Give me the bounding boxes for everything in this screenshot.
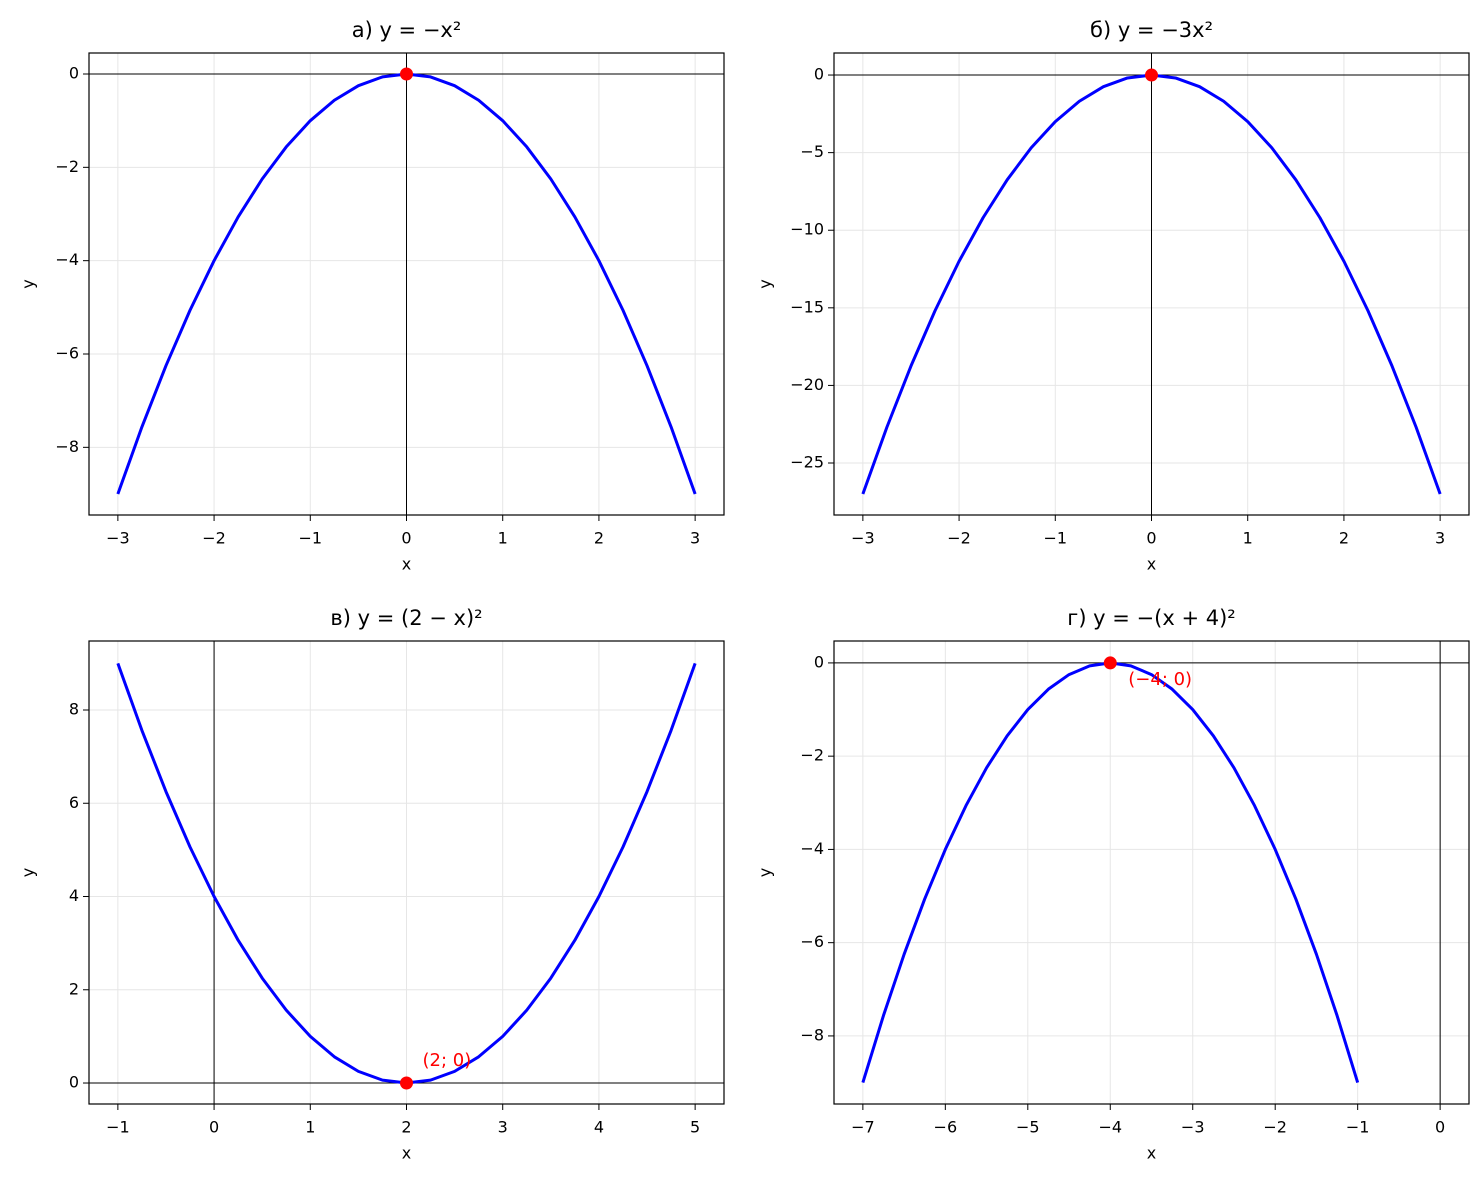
y-tick-label: 0 <box>69 64 79 83</box>
x-tick-label: 2 <box>594 529 604 548</box>
plot-frame <box>88 52 725 516</box>
plot-frame <box>88 640 725 1105</box>
y-tick-label: −4 <box>800 839 824 858</box>
x-tick-label: 2 <box>1339 529 1349 548</box>
x-axis-label: x <box>402 1144 411 1163</box>
y-tick-label: 2 <box>69 979 79 998</box>
x-tick-label: 3 <box>498 1118 508 1137</box>
y-axis-label: y <box>19 868 38 877</box>
x-tick-label: 1 <box>498 529 508 548</box>
x-axis-label: x <box>1147 1144 1156 1163</box>
x-axis-label: x <box>402 555 411 574</box>
x-tick-label: −2 <box>1263 1118 1287 1137</box>
x-tick-label: −3 <box>1181 1118 1205 1137</box>
y-tick-label: −2 <box>55 157 79 176</box>
y-tick-label: −10 <box>790 220 824 239</box>
x-tick-label: −5 <box>1016 1118 1040 1137</box>
x-tick-label: −6 <box>934 1118 958 1137</box>
y-tick-label: −5 <box>800 142 824 161</box>
x-tick-label: 5 <box>690 1118 700 1137</box>
x-tick-label: 3 <box>690 529 700 548</box>
x-axis-label: x <box>1147 555 1156 574</box>
annotation: (2; 0) <box>423 1050 472 1071</box>
vertex-point <box>400 67 413 81</box>
x-tick-label: 0 <box>401 529 411 548</box>
x-tick-label: −3 <box>106 529 130 548</box>
x-tick-label: −2 <box>202 529 226 548</box>
x-tick-label: 1 <box>1243 529 1253 548</box>
y-tick-label: −8 <box>800 1025 824 1044</box>
y-tick-label: 0 <box>814 652 824 671</box>
x-tick-label: 0 <box>209 1118 219 1137</box>
y-tick-label: 0 <box>69 1073 79 1092</box>
x-tick-label: −1 <box>298 529 322 548</box>
x-tick-label: −3 <box>851 529 875 548</box>
vertex-point <box>400 1076 413 1090</box>
annotation: (−4; 0) <box>1128 669 1192 690</box>
x-tick-label: 0 <box>1146 529 1156 548</box>
y-tick-label: −6 <box>800 932 824 951</box>
y-axis-label: y <box>756 279 775 288</box>
plot-frame <box>833 640 1470 1105</box>
y-tick-label: −6 <box>55 344 79 363</box>
x-tick-label: 4 <box>594 1118 604 1137</box>
y-tick-label: −15 <box>790 297 824 316</box>
y-tick-label: −4 <box>55 250 79 269</box>
y-tick-label: 8 <box>69 700 79 719</box>
vertex-point <box>1103 656 1117 670</box>
x-tick-label: −7 <box>851 1118 875 1137</box>
chart-title: г) y = −(x + 4)² <box>1067 606 1235 630</box>
vertex-point <box>1145 68 1158 82</box>
x-tick-label: −1 <box>1346 1118 1370 1137</box>
y-tick-label: −2 <box>800 746 824 765</box>
chart-title: а) y = −x² <box>352 18 462 42</box>
y-axis-label: y <box>19 279 38 288</box>
x-tick-label: −2 <box>947 529 971 548</box>
x-tick-label: 3 <box>1435 529 1445 548</box>
y-tick-label: −8 <box>55 437 79 456</box>
x-tick-label: −4 <box>1098 1118 1122 1137</box>
y-tick-label: 4 <box>69 886 79 905</box>
y-tick-label: −25 <box>790 453 824 472</box>
plot-frame <box>833 52 1470 516</box>
x-tick-label: 1 <box>305 1118 315 1137</box>
y-tick-label: −20 <box>790 375 824 394</box>
y-tick-label: 6 <box>69 793 79 812</box>
x-tick-label: 0 <box>1435 1118 1445 1137</box>
x-tick-label: −1 <box>106 1118 130 1137</box>
y-axis-label: y <box>756 868 775 877</box>
x-tick-label: 2 <box>401 1118 411 1137</box>
chart-title: б) y = −3x² <box>1090 18 1213 42</box>
y-tick-label: 0 <box>814 65 824 84</box>
x-tick-label: −1 <box>1043 529 1067 548</box>
chart-title: в) y = (2 − x)² <box>330 606 482 630</box>
